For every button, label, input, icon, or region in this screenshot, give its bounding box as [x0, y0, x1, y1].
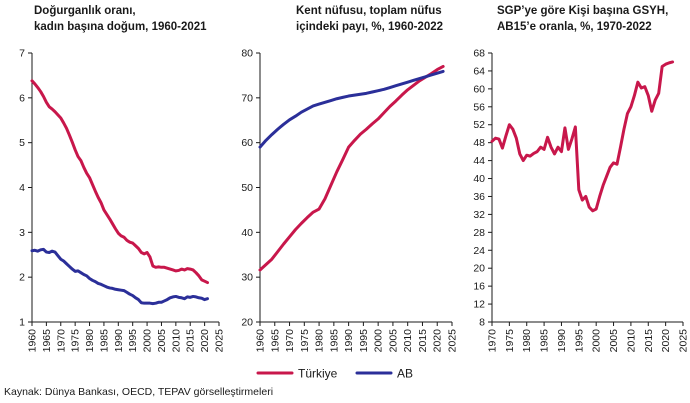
y-tick-label: 12	[473, 299, 485, 311]
source-note: Kaynak: Dünya Bankası, OECD, TEPAV görse…	[4, 386, 274, 398]
x-tick-label: 1975	[299, 329, 311, 353]
x-tick-label: 1990	[343, 329, 355, 353]
x-tick-label: 2010	[402, 329, 414, 353]
y-tick-label: 30	[241, 272, 253, 284]
chart-panel-2: Kent nüfusu, toplam nüfus içindeki payı, …	[241, 5, 458, 352]
x-tick-label: 2010	[625, 329, 637, 353]
y-tick-label: 2	[19, 272, 25, 284]
x-tick-label: 2005	[387, 329, 399, 353]
y-tick-label: 48	[473, 137, 485, 149]
series-line-ab	[30, 247, 209, 306]
chart-panel-3: SGP’ye göre Kişi başına GSYH, AB15’e oran…	[473, 5, 689, 352]
x-tick-label: 1975	[70, 329, 82, 353]
y-tick-label: 68	[473, 48, 485, 60]
x-tick-label: 2000	[591, 329, 603, 353]
chart-title-line: kadın başına doğum, 1960-2021	[34, 21, 207, 33]
x-tick-label: 2005	[608, 329, 620, 353]
chart-title-line: AB15’e oranla, %, 1970-2022	[497, 21, 652, 33]
chart-title-line: içindeki payı, %, 1960-2022	[296, 21, 443, 33]
y-tick-label: 52	[473, 119, 485, 131]
x-tick-label: 1995	[358, 329, 370, 353]
x-tick-label: 1995	[127, 329, 139, 353]
y-tick-label: 1	[19, 317, 25, 329]
chart-title-line: Doğurganlık oranı,	[34, 5, 136, 17]
x-tick-label: 2025	[678, 329, 690, 353]
series-line-turkiye	[30, 79, 209, 285]
y-tick-label: 56	[473, 101, 485, 113]
y-tick-label: 70	[241, 92, 253, 104]
y-tick-label: 8	[479, 317, 485, 329]
y-tick-label: 3	[19, 227, 25, 239]
x-tick-label: 2020	[199, 329, 211, 353]
y-tick-label: 5	[19, 137, 25, 149]
y-tick-label: 16	[473, 281, 485, 293]
y-tick-label: 40	[473, 173, 485, 185]
y-tick-label: 44	[473, 155, 485, 167]
x-tick-label: 1960	[255, 329, 267, 353]
x-tick-label: 1970	[487, 329, 499, 353]
series-line-turkiye	[490, 60, 675, 213]
x-tick-label: 2000	[373, 329, 385, 353]
x-tick-label: 2010	[170, 329, 182, 353]
x-tick-label: 1980	[314, 329, 326, 353]
legend-label-turkiye: Türkiye	[298, 367, 338, 381]
series-line-turkiye	[258, 64, 445, 272]
x-tick-label: 1990	[113, 329, 125, 353]
x-tick-label: 1985	[98, 329, 110, 353]
x-tick-label: 2015	[185, 329, 197, 353]
series-line-ab	[258, 69, 445, 149]
x-tick-label: 1995	[573, 329, 585, 353]
y-tick-label: 36	[473, 191, 485, 203]
x-tick-label: 2015	[643, 329, 655, 353]
x-tick-label: 1970	[284, 329, 296, 353]
chart-title-line: Kent nüfusu, toplam nüfus	[296, 5, 442, 17]
y-tick-label: 32	[473, 209, 485, 221]
x-tick-label: 2015	[417, 329, 429, 353]
x-tick-label: 2020	[432, 329, 444, 353]
y-tick-label: 7	[19, 48, 25, 60]
x-tick-label: 1980	[521, 329, 533, 353]
x-tick-label: 1975	[504, 329, 516, 353]
y-tick-label: 6	[19, 92, 25, 104]
x-tick-label: 2025	[214, 329, 226, 353]
x-tick-label: 1990	[556, 329, 568, 353]
y-tick-label: 50	[241, 182, 253, 194]
y-tick-label: 60	[473, 83, 485, 95]
x-tick-label: 1970	[55, 329, 67, 353]
x-tick-label: 1980	[84, 329, 96, 353]
x-tick-label: 1965	[41, 329, 53, 353]
y-tick-label: 60	[241, 137, 253, 149]
x-tick-label: 1985	[539, 329, 551, 353]
x-tick-label: 1960	[27, 329, 39, 353]
x-tick-label: 2000	[142, 329, 154, 353]
legend-label-ab: AB	[397, 367, 413, 381]
y-tick-label: 64	[473, 65, 485, 77]
y-tick-label: 20	[241, 317, 253, 329]
y-tick-label: 28	[473, 227, 485, 239]
y-tick-label: 20	[473, 263, 485, 275]
y-tick-label: 40	[241, 227, 253, 239]
y-tick-label: 24	[473, 245, 485, 257]
x-tick-label: 2020	[660, 329, 672, 353]
chart-panel-1: Doğurganlık oranı, kadın başına doğum, 19…	[19, 5, 225, 352]
y-tick-label: 80	[241, 48, 253, 60]
legend: Türkiye AB	[256, 367, 413, 381]
x-tick-label: 1965	[269, 329, 281, 353]
x-tick-label: 1985	[328, 329, 340, 353]
x-tick-label: 2005	[156, 329, 168, 353]
x-tick-label: 2025	[447, 329, 459, 353]
y-tick-label: 4	[19, 182, 25, 194]
chart-title-line: SGP’ye göre Kişi başına GSYH,	[497, 5, 668, 17]
